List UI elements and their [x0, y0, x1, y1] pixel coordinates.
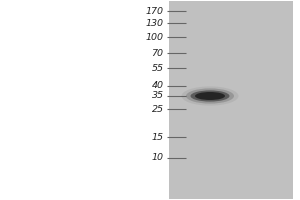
Text: 130: 130 [146, 19, 164, 27]
Text: 170: 170 [146, 6, 164, 16]
Ellipse shape [190, 90, 230, 102]
Ellipse shape [186, 88, 234, 104]
Ellipse shape [182, 86, 238, 106]
Text: 35: 35 [152, 92, 164, 100]
Text: 40: 40 [152, 81, 164, 90]
Text: 55: 55 [152, 64, 164, 73]
Text: 25: 25 [152, 105, 164, 114]
Text: 15: 15 [152, 133, 164, 142]
Ellipse shape [195, 92, 225, 100]
Text: 10: 10 [152, 154, 164, 162]
Text: 100: 100 [146, 32, 164, 42]
Bar [169, 1, 292, 199]
Text: 70: 70 [152, 48, 164, 58]
